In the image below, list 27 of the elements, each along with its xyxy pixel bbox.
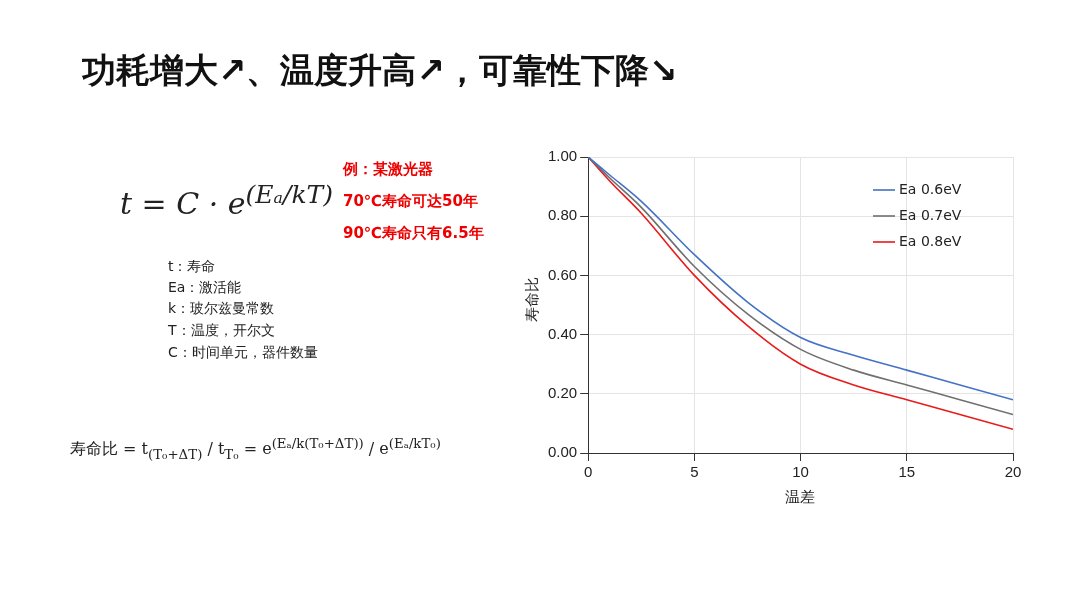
legend-label: Ea 0.6eV xyxy=(899,180,962,197)
text: Ea：激活能 xyxy=(168,279,242,297)
text: t = C · e$^{(Eₐ/kT)}$ xyxy=(120,180,333,221)
text: 例：某激光器 xyxy=(343,160,433,179)
x-axis-title: 温差 xyxy=(785,488,815,507)
legend-label: Ea 0.8eV xyxy=(899,232,962,249)
text: 90℃寿命只有6.5年 xyxy=(343,224,484,243)
y-axis-title: 寿命比 xyxy=(523,277,542,322)
y-tick-label: 0.40 xyxy=(547,324,578,342)
x-tick-label: 10 xyxy=(792,463,809,481)
text: t：寿命 xyxy=(168,258,216,276)
y-tick-label: 0.80 xyxy=(547,206,578,224)
y-tick-label: 0.00 xyxy=(547,443,578,461)
x-tick-label: 20 xyxy=(1004,463,1022,481)
y-tick-label: 0.20 xyxy=(547,383,578,401)
text: k：玻尔兹曼常数 xyxy=(168,300,275,318)
x-tick-label: 5 xyxy=(690,463,699,481)
y-tick-label: 0.60 xyxy=(547,265,578,283)
legend-label: Ea 0.7eV xyxy=(899,206,962,223)
x-tick-label: 15 xyxy=(898,463,916,481)
text: 寿命比 = t$_{(T₀+ΔT)}$ / t$_{T₀}$ = e$^{(Eₐ/k(T₀+ΔT))}$ / e$^{(Eₐ/kT₀)}$ xyxy=(70,436,441,462)
x-tick-label: 0 xyxy=(584,463,593,481)
text: C：时间单元，器件数量 xyxy=(168,344,318,362)
text: 70℃寿命可达50年 xyxy=(343,192,478,211)
text: T：温度，开尔文 xyxy=(168,322,275,340)
chart-title: 功耗增大↗、温度升高↗，可靠性下降↘ xyxy=(82,49,678,92)
y-tick-label: 1.00 xyxy=(547,147,578,165)
